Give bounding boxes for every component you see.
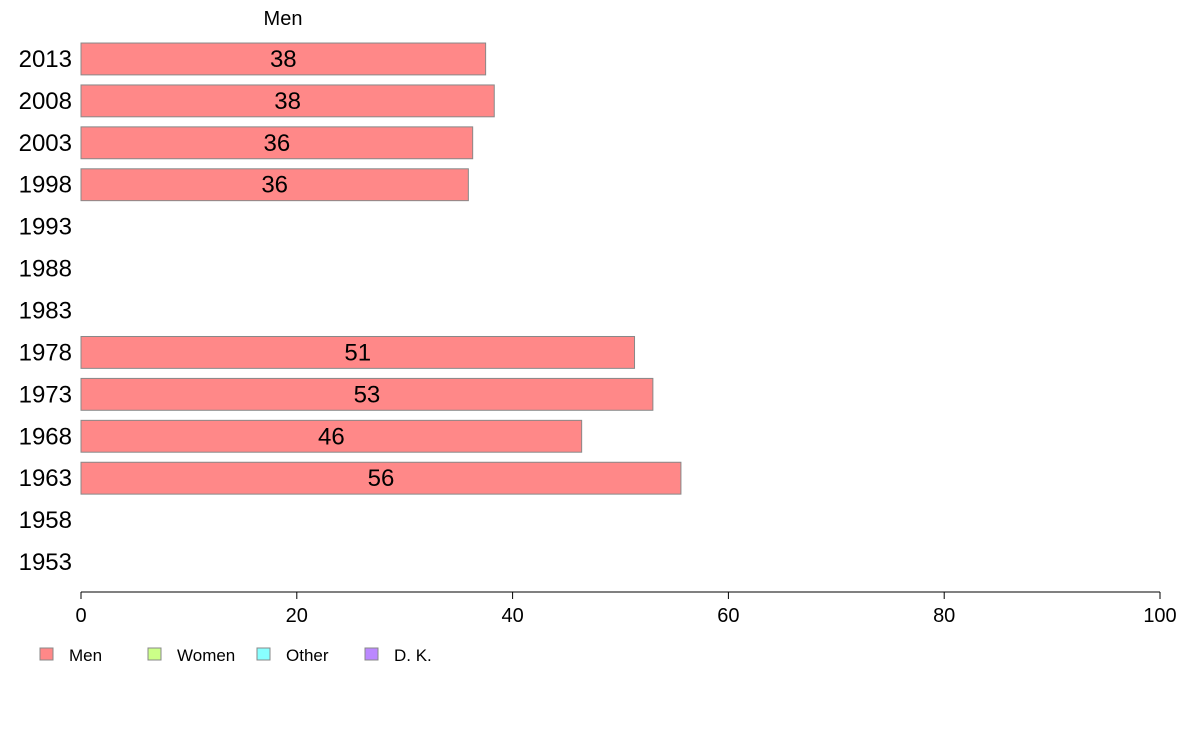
bar-men-1968: [80, 419, 583, 453]
bar-value-label: 53: [354, 381, 381, 408]
legend-swatch: [147, 647, 162, 661]
category-label: 2013: [19, 46, 72, 73]
x-tick-label: 60: [717, 605, 739, 627]
legend-swatch: [256, 647, 271, 661]
category-label: 1968: [19, 423, 72, 450]
category-label: 1963: [19, 465, 72, 492]
category-label: 1988: [19, 256, 72, 283]
category-label: 1998: [19, 172, 72, 199]
legend-label: Men: [69, 646, 102, 665]
category-label: 2008: [19, 88, 72, 115]
category-label: 1953: [19, 549, 72, 576]
x-axis: 0 20 40 60 80 100: [75, 591, 1177, 627]
x-tick-label: 20: [286, 605, 308, 627]
bar-value-label: 51: [344, 339, 371, 366]
legend-label: Women: [177, 646, 235, 665]
category-label: 1993: [19, 214, 72, 241]
bar-men-1998: [80, 168, 469, 202]
legend: Men Women Other D. K.: [39, 646, 432, 665]
category-label: 2003: [19, 130, 72, 157]
chart-title: Men: [264, 8, 303, 30]
legend-label: D. K.: [394, 646, 432, 665]
bar-value-label: 36: [263, 130, 290, 157]
bar-value-label: 56: [368, 465, 395, 492]
category-label: 1973: [19, 381, 72, 408]
bar-value-label: 36: [261, 172, 288, 199]
bar-men-2008: [80, 84, 495, 118]
bar-men-1978: [80, 335, 636, 369]
bar-value-label: 38: [270, 46, 297, 73]
x-tick-label: 80: [933, 605, 955, 627]
category-label: 1958: [19, 507, 72, 534]
category-labels: 1953 1958 1963 1968 1973 1978 1983 1988 1993 1998…: [19, 46, 72, 576]
category-label: 1978: [19, 339, 72, 366]
bar-men-2013: [80, 42, 487, 76]
bar-value-label: 38: [274, 88, 301, 115]
x-tick-label: 100: [1143, 605, 1176, 627]
category-label: 1983: [19, 298, 72, 325]
x-tick-label: 0: [75, 605, 86, 627]
legend-swatch: [39, 647, 54, 661]
legend-swatch: [364, 647, 379, 661]
bar-men-1963: [80, 461, 682, 495]
bars-layer: 56 46 53 51 36 36 38 38: [80, 42, 682, 495]
bar-men-1973: [80, 377, 654, 411]
legend-label: Other: [286, 646, 329, 665]
x-tick-label: 40: [501, 605, 523, 627]
bar-value-label: 46: [318, 423, 345, 450]
bar-men-2003: [80, 126, 474, 160]
